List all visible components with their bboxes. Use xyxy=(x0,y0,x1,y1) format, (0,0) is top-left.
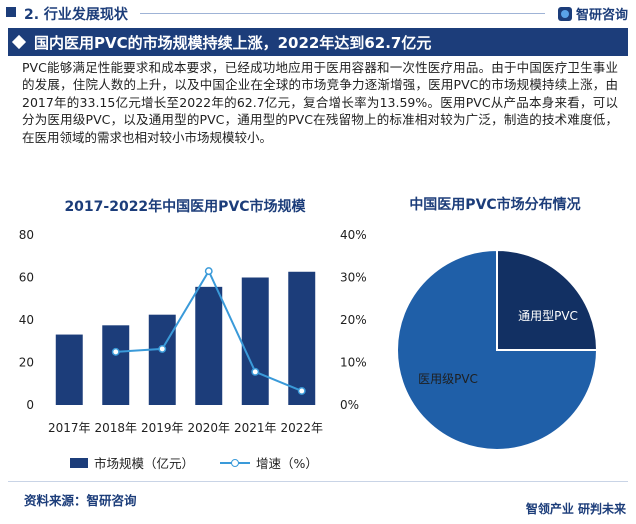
x-tick-label: 2020年 xyxy=(187,421,230,435)
legend-line-swatch xyxy=(220,458,250,468)
pie-slice xyxy=(396,248,599,451)
body-paragraph: PVC能够满足性能要求和成本要求，已经成功地应用于医用容器和一次性医疗用品。由于… xyxy=(22,60,618,145)
headline-text: 国内医用PVC的市场规模持续上涨，2022年达到62.7亿元 xyxy=(34,34,432,52)
y-right-tick: 10% xyxy=(340,356,367,370)
pie-chart-title: 中国医用PVC市场分布情况 xyxy=(409,197,581,213)
y-left-tick: 60 xyxy=(19,271,34,285)
y-right-tick: 40% xyxy=(340,228,367,242)
bar xyxy=(55,334,83,405)
legend-bar-label: 市场规模（亿元） xyxy=(94,456,195,471)
y-right-tick: 0% xyxy=(340,398,359,412)
header-rule xyxy=(140,13,545,14)
growth-point xyxy=(297,387,306,395)
pie-slice-label: 医用级PVC xyxy=(418,372,478,386)
source-note: 资料来源：智研咨询 xyxy=(24,493,137,508)
bar xyxy=(195,286,223,405)
legend-line-label: 增速（%） xyxy=(256,456,318,471)
x-tick-label: 2022年 xyxy=(280,421,323,435)
brand: 智研咨询 xyxy=(557,4,628,23)
bar xyxy=(288,271,316,405)
bar xyxy=(102,325,130,405)
y-left-tick: 40 xyxy=(19,313,34,327)
growth-line xyxy=(115,268,303,392)
y-right-tick: 30% xyxy=(340,271,367,285)
brand-logo-icon xyxy=(557,6,572,21)
bar-chart-title: 2017-2022年中国医用PVC市场规模 xyxy=(64,199,306,215)
legend-line-item: 增速（%） xyxy=(220,453,318,472)
pie-slice xyxy=(496,248,599,351)
x-tick-label: 2021年 xyxy=(234,421,277,435)
y-left-tick: 80 xyxy=(19,228,34,242)
y-right-tick: 20% xyxy=(340,313,367,327)
y-left-tick: 0 xyxy=(26,398,34,412)
x-tick-label: 2019年 xyxy=(141,421,184,435)
section-title: 2. 行业发展现状 xyxy=(24,7,128,23)
bar xyxy=(148,314,176,405)
growth-point xyxy=(251,367,260,376)
footer-slogan: 智领产业 研判未来 xyxy=(525,502,626,516)
y-left-tick: 20 xyxy=(19,356,34,370)
x-tick-label: 2017年 xyxy=(48,421,91,435)
section-marker xyxy=(6,7,16,17)
growth-point xyxy=(204,267,213,276)
brand-name: 智研咨询 xyxy=(575,8,628,23)
footer-rule xyxy=(8,481,628,482)
legend-bar-swatch xyxy=(70,457,88,468)
top-bar: 2. 行业发展现状 智研咨询 xyxy=(0,0,636,26)
growth-point xyxy=(158,344,167,353)
bar xyxy=(241,277,269,405)
legend-bar-item: 市场规模（亿元） xyxy=(70,453,194,472)
x-tick-label: 2018年 xyxy=(94,421,137,435)
diamond-icon xyxy=(11,34,27,50)
growth-point xyxy=(111,347,120,356)
headline-banner: 国内医用PVC的市场规模持续上涨，2022年达到62.7亿元 xyxy=(8,28,628,56)
pie-slice-label: 通用型PVC xyxy=(518,309,578,323)
